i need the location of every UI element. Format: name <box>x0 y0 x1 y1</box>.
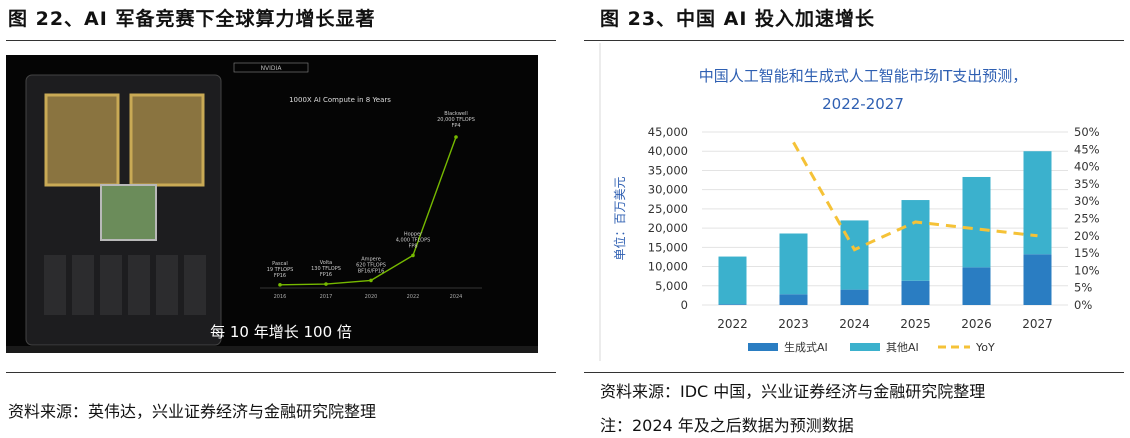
slide-year-label: 2024 <box>450 294 463 300</box>
slide-gpu-label: Pascal <box>272 261 288 267</box>
slide-gpu-label: Ampere <box>361 256 381 262</box>
y-tick-label: 10,000 <box>648 260 688 274</box>
slide-year-label: 2022 <box>407 294 420 300</box>
right-panel-title: 图 23、中国 AI 投入加速增长 <box>600 8 876 30</box>
slide-badge-box <box>233 62 309 73</box>
y-tick-label: 25,000 <box>648 202 688 216</box>
legend-swatch-genai <box>748 343 778 351</box>
x-tick-label: 2027 <box>1022 317 1053 331</box>
gpu-die-right <box>129 93 205 187</box>
bar-other-ai <box>1023 151 1052 255</box>
board-component <box>72 255 94 315</box>
legend-label-other: 其他AI <box>886 341 919 354</box>
y-tick-label: 35,000 <box>648 163 688 177</box>
left-source: 资料来源：英伟达，兴业证券经济与金融研究院整理 <box>8 402 377 421</box>
slide-year-label: 2017 <box>320 294 333 300</box>
bar-other-ai <box>718 256 747 305</box>
slide-gpu-label: FP8 <box>408 243 417 249</box>
x-tick-label: 2026 <box>961 317 992 331</box>
slide-badge: NVIDIA <box>261 65 283 72</box>
y-tick-label: 15,000 <box>648 240 688 254</box>
right-note: 注：2024 年及之后数据为预测数据 <box>600 416 854 435</box>
slide-year-label: 2016 <box>274 294 287 300</box>
x-tick-label: 2025 <box>900 317 931 331</box>
slide-year-label: 2020 <box>365 294 378 300</box>
y2-tick-label: 0% <box>1074 298 1092 312</box>
video-control-bar <box>6 346 538 353</box>
slide-gpu-label: 19 TFLOPS <box>267 267 294 273</box>
slide-gpu-label: 20,000 TFLOPS <box>437 117 475 123</box>
slide-gpu-label: BF16/FP16 <box>358 268 385 274</box>
y-tick-label: 20,000 <box>648 221 688 235</box>
gpu-chip-center <box>100 184 157 241</box>
y2-tick-label: 25% <box>1074 212 1100 226</box>
board-component <box>184 255 206 315</box>
y2-tick-label: 5% <box>1074 281 1092 295</box>
y2-tick-label: 10% <box>1074 263 1100 277</box>
chart-subtitle: 2022-2027 <box>822 95 904 113</box>
bar-genai <box>1023 254 1052 305</box>
slide-gpu-label: Volta <box>320 260 333 266</box>
left-panel-title: 图 22、AI 军备竞赛下全球算力增长显著 <box>8 8 376 30</box>
y2-tick-label: 35% <box>1074 177 1100 191</box>
board-component <box>128 255 150 315</box>
y2-tick-label: 45% <box>1074 142 1100 156</box>
x-tick-label: 2023 <box>778 317 809 331</box>
bar-other-ai <box>901 200 930 281</box>
slide-gpu-label: Blackwell <box>444 111 467 117</box>
slide-gpu-label: Hopper <box>404 231 423 237</box>
yoy-line <box>792 141 1038 252</box>
slide-headline: 1000X AI Compute in 8 Years <box>289 96 391 104</box>
right-source-rule <box>584 372 1124 373</box>
legend-label-genai: 生成式AI <box>784 340 828 354</box>
bar-other-ai <box>779 233 808 295</box>
left-source-rule <box>6 372 556 373</box>
board-component <box>100 255 122 315</box>
gpu-die-left <box>44 93 120 187</box>
slide-gpu-label: 4,000 TFLOPS <box>396 237 431 243</box>
y-tick-label: 5,000 <box>655 279 688 293</box>
y-tick-label: 40,000 <box>648 144 688 158</box>
bar-genai <box>840 289 869 305</box>
right-title-rule <box>584 40 1124 41</box>
chart-svg: 中国人工智能和生成式人工智能市场IT支出预测， 2022-2027 0 5,000 10… <box>599 43 1100 361</box>
slide-compute-point <box>278 283 282 287</box>
y2-tick-label: 20% <box>1074 229 1100 243</box>
left-title-rule <box>6 40 556 41</box>
bar-genai <box>901 280 930 305</box>
y-tick-label: 0 <box>681 298 688 312</box>
slide-gpu-label: 620 TFLOPS <box>356 262 386 268</box>
y-tick-label: 30,000 <box>648 183 688 197</box>
bar-other-ai <box>962 176 991 268</box>
legend-swatch-other <box>850 343 880 351</box>
x-tick-label: 2024 <box>839 317 870 331</box>
y-tick-label: 45,000 <box>648 125 688 139</box>
right-source: 资料来源：IDC 中国，兴业证券经济与金融研究院整理 <box>600 382 986 401</box>
slide-caption: 每 10 年增长 100 倍 <box>210 323 352 341</box>
slide-gpu-label: FP16 <box>320 272 332 278</box>
bar-genai <box>718 304 747 305</box>
legend-label-yoy: YoY <box>975 341 995 354</box>
y2-tick-label: 30% <box>1074 194 1100 208</box>
y-axis-label: 单位：百万美元 <box>612 176 627 260</box>
y2-tick-label: 15% <box>1074 246 1100 260</box>
board-component <box>44 255 66 315</box>
board-component <box>156 255 178 315</box>
slide-gpu-label: 130 TFLOPS <box>311 266 341 272</box>
slide-graphic: NVIDIA 1000X AI Compute in 8 Years 2016 Pas… <box>6 62 538 353</box>
y2-tick-label: 50% <box>1074 125 1100 139</box>
ai-spending-chart: 中国人工智能和生成式人工智能市场IT支出预测， 2022-2027 0 5,000 10… <box>598 43 1128 361</box>
chart-title: 中国人工智能和生成式人工智能市场IT支出预测， <box>699 67 1028 85</box>
slide-gpu-label: FP4 <box>451 123 460 129</box>
slide-gpu-label: FP16 <box>274 273 286 279</box>
slide-compute-point <box>411 253 415 258</box>
x-tick-label: 2022 <box>717 317 748 331</box>
slide-compute-point <box>324 282 328 286</box>
y2-tick-label: 40% <box>1074 160 1100 174</box>
nvidia-slide-image: NVIDIA 1000X AI Compute in 8 Years 2016 Pas… <box>6 55 538 353</box>
slide-compute-point <box>369 278 373 283</box>
bar-genai <box>779 294 808 305</box>
slide-compute-point <box>454 135 458 139</box>
bar-genai <box>962 267 991 305</box>
